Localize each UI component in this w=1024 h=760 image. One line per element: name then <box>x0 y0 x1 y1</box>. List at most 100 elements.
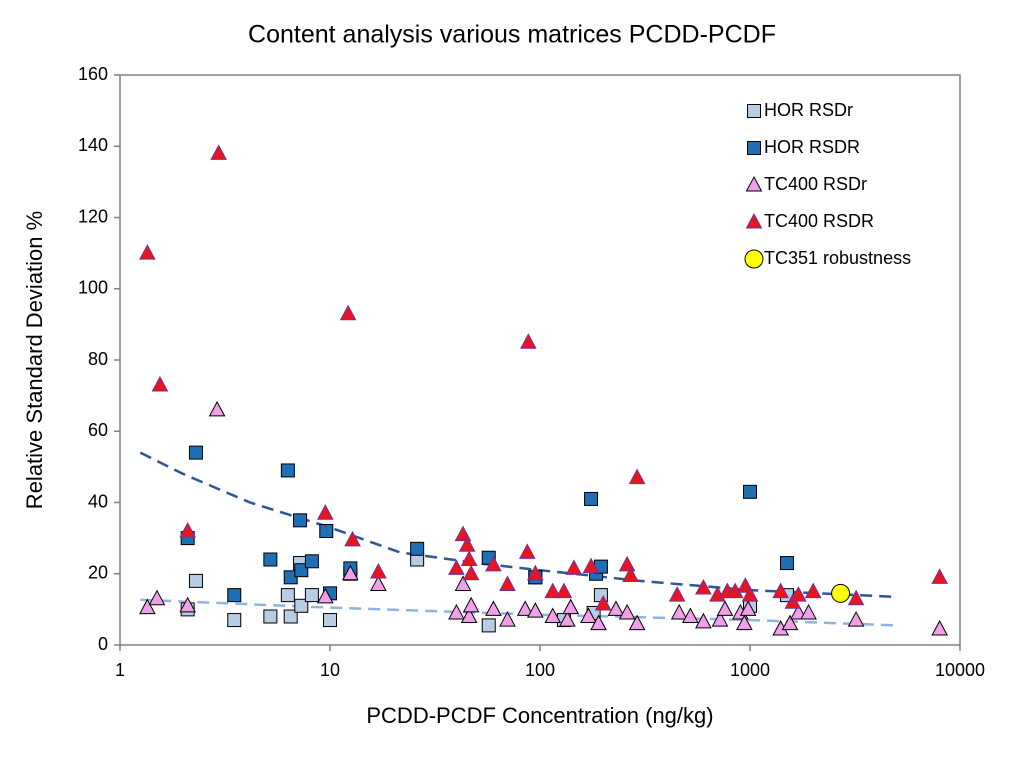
trendline <box>140 598 897 627</box>
marker-triangle <box>565 559 583 575</box>
marker-square <box>293 513 308 528</box>
marker-triangle <box>772 582 790 599</box>
marker-triangle <box>711 611 729 627</box>
marker-triangle <box>790 586 807 602</box>
marker-triangle <box>607 600 625 616</box>
marker-triangle <box>628 614 646 631</box>
marker-square <box>294 598 309 613</box>
marker-triangle <box>518 543 536 559</box>
marker-triangle <box>462 564 480 581</box>
marker-triangle <box>460 550 478 566</box>
x-axis-label: PCDD-PCDF Concentration (ng/kg) <box>366 703 713 728</box>
marker-triangle <box>582 557 600 574</box>
marker-triangle <box>526 564 544 581</box>
marker-triangle <box>847 611 865 627</box>
marker-triangle <box>559 611 576 627</box>
marker-triangle <box>555 582 573 599</box>
marker-triangle <box>339 304 357 321</box>
marker-triangle <box>622 566 639 583</box>
marker-square <box>283 609 298 624</box>
marker-triangle <box>208 400 226 417</box>
marker-triangle <box>736 614 753 631</box>
marker-triangle <box>628 468 646 485</box>
marker-triangle <box>516 600 534 616</box>
marker-triangle <box>800 603 817 620</box>
marker-square <box>188 445 203 460</box>
legend-label: TC400 RSDr <box>764 174 867 194</box>
marker-square <box>779 556 794 571</box>
marker-triangle <box>790 603 807 620</box>
marker-triangle <box>590 614 607 631</box>
marker-triangle <box>316 587 334 604</box>
marker-triangle <box>370 562 387 579</box>
marker-triangle <box>847 589 865 606</box>
trendline <box>139 451 897 599</box>
marker-square <box>263 609 278 624</box>
marker-triangle <box>931 619 948 636</box>
marker-triangle <box>485 600 502 616</box>
y-tick-label: 20 <box>88 563 108 583</box>
marker-triangle <box>210 144 227 160</box>
x-tick-label: 100 <box>525 660 555 680</box>
y-tick-label: 80 <box>88 349 108 369</box>
marker-triangle <box>695 612 712 629</box>
marker-square <box>319 524 334 538</box>
marker-triangle <box>716 600 734 616</box>
x-tick-label: 1000 <box>730 660 770 680</box>
marker-triangle <box>804 582 822 599</box>
marker-triangle <box>148 589 166 606</box>
marker-square <box>747 141 761 155</box>
marker-square <box>304 554 319 569</box>
marker-triangle <box>670 603 688 620</box>
x-tick-label: 1 <box>115 660 125 680</box>
plot-area <box>119 74 961 646</box>
marker-square <box>743 484 757 499</box>
marker-triangle <box>448 603 465 620</box>
marker-triangle <box>462 596 480 613</box>
x-tick-label: 10000 <box>935 660 985 680</box>
marker-square <box>283 570 298 585</box>
marker-square <box>294 563 309 578</box>
marker-triangle <box>695 578 712 595</box>
marker-triangle <box>342 564 359 581</box>
marker-triangle <box>544 582 562 599</box>
marker-triangle <box>594 594 612 611</box>
marker-triangle <box>454 575 472 591</box>
y-axis-label: Relative Standard Deviation % <box>22 211 47 509</box>
chart-title: Content analysis various matrices PCDD-P… <box>248 21 776 49</box>
y-tick-label: 0 <box>98 634 108 654</box>
marker-triangle <box>370 575 387 591</box>
marker-square <box>747 104 761 118</box>
marker-triangle <box>739 600 757 616</box>
marker-triangle <box>344 530 361 547</box>
marker-triangle <box>179 521 197 538</box>
y-tick-label: 60 <box>88 420 108 440</box>
marker-triangle <box>458 536 476 552</box>
marker-square <box>410 541 425 556</box>
marker-triangle <box>139 244 156 260</box>
marker-square <box>227 613 242 628</box>
y-tick-label: 140 <box>78 135 108 155</box>
y-tick-label: 120 <box>78 206 108 226</box>
marker-triangle <box>499 611 516 627</box>
marker-triangle <box>139 598 156 615</box>
marker-square <box>280 463 295 478</box>
marker-triangle <box>499 575 516 591</box>
marker-square <box>323 613 337 628</box>
marker-square <box>584 491 599 506</box>
marker-triangle <box>562 598 580 615</box>
marker-square <box>280 588 295 603</box>
y-tick-label: 160 <box>78 64 108 84</box>
marker-triangle <box>618 555 636 572</box>
marker-square <box>263 552 278 567</box>
marker-triangle <box>931 568 948 584</box>
legend-label: HOR RSDR <box>764 137 860 157</box>
marker-triangle <box>741 586 759 602</box>
marker-square <box>227 588 242 603</box>
marker-triangle <box>526 602 544 618</box>
legend-label: HOR RSDr <box>764 100 853 120</box>
marker-triangle <box>151 375 169 392</box>
legend: HOR RSDr HOR RSDR TC400 RSDr TC400 RSDR TC35… <box>744 100 911 269</box>
marker-triangle <box>682 607 699 623</box>
marker-triangle <box>668 586 686 602</box>
